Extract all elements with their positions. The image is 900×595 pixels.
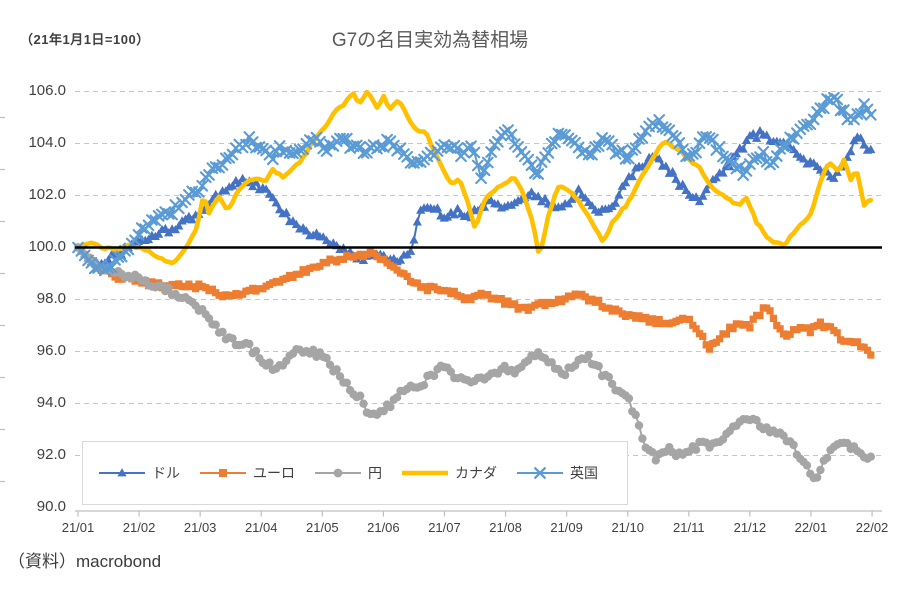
euro-markers xyxy=(74,243,875,359)
y-axis-label: 94.0 xyxy=(36,393,66,411)
x-axis-label: 21/04 xyxy=(244,520,278,535)
legend-item-canada: カナダ xyxy=(402,463,497,483)
x-axis-label: 21/03 xyxy=(183,520,217,535)
index-base-note: （21年1月1日=100） xyxy=(20,32,150,47)
series-euro xyxy=(74,243,875,359)
y-axis-label: 98.0 xyxy=(36,289,66,307)
x-axis-label: 21/12 xyxy=(733,520,767,535)
legend: ドル ユーロ 円 カナダ 英国 xyxy=(82,441,628,505)
y-axis-label: 104.0 xyxy=(28,133,66,151)
legend-label-canada: カナダ xyxy=(455,465,497,481)
legend-item-euro: ユーロ xyxy=(200,463,295,483)
legend-item-uk: 英国 xyxy=(517,463,598,483)
euro-legend-marker-icon xyxy=(200,469,246,477)
y-axis-label: 106.0 xyxy=(28,81,66,99)
legend-label-uk: 英国 xyxy=(570,465,598,481)
yen-markers xyxy=(73,243,876,483)
series-yen xyxy=(73,243,876,483)
x-axis-label: 21/07 xyxy=(428,520,461,535)
legend-item-dollar: ドル xyxy=(99,463,180,483)
x-axis-label: 21/06 xyxy=(367,520,400,535)
legend-label-yen: 円 xyxy=(368,465,382,481)
x-axis-label: 21/11 xyxy=(673,520,705,535)
x-axis-label: 22/02 xyxy=(855,520,889,535)
x-axis-label: 21/10 xyxy=(611,520,644,535)
series-canada xyxy=(75,89,874,266)
canada-line xyxy=(75,89,874,266)
y-axis-label: 96.0 xyxy=(36,341,66,359)
canada-legend-marker-icon xyxy=(402,470,448,476)
series-dollar xyxy=(73,126,876,270)
x-axis-label: 21/01 xyxy=(61,520,95,535)
yen-legend-marker-icon xyxy=(315,468,361,478)
x-axis-label: 21/05 xyxy=(306,520,339,535)
x-axis-label: 21/08 xyxy=(489,520,522,535)
dollar-legend-marker-icon xyxy=(99,468,145,477)
source-note: （資料）macrobond xyxy=(8,552,162,571)
legend-label-dollar: ドル xyxy=(152,465,180,481)
chart-title: G7の名目実効為替相場 xyxy=(331,30,529,51)
y-axis-label: 100.0 xyxy=(28,237,66,255)
y-axis-label: 92.0 xyxy=(36,445,66,463)
legend-label-euro: ユーロ xyxy=(253,465,295,481)
x-axis-label: 21/02 xyxy=(122,520,156,535)
legend-item-yen: 円 xyxy=(315,463,382,483)
uk-legend-marker-icon xyxy=(517,467,563,479)
y-axis-label: 90.0 xyxy=(36,497,66,515)
y-axis-label: 102.0 xyxy=(28,185,66,203)
uk-line xyxy=(77,96,872,272)
x-axis-label: 22/01 xyxy=(794,520,828,535)
x-axis-label: 21/09 xyxy=(550,520,583,535)
